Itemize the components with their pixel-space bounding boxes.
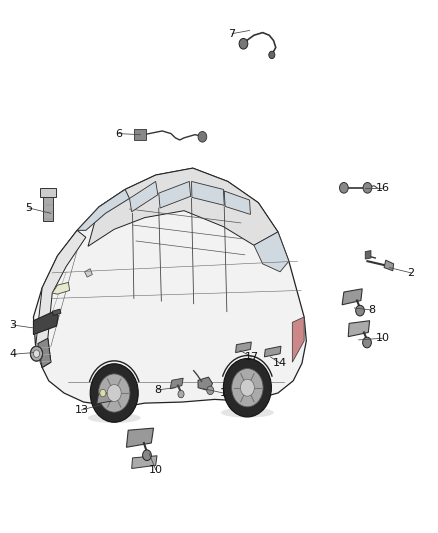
Polygon shape — [127, 428, 153, 447]
Circle shape — [207, 386, 214, 394]
Text: 8: 8 — [154, 385, 162, 395]
Polygon shape — [198, 377, 212, 391]
Text: 4: 4 — [9, 349, 17, 359]
Polygon shape — [85, 269, 92, 277]
Circle shape — [99, 374, 130, 412]
Text: 17: 17 — [245, 352, 259, 362]
Polygon shape — [77, 189, 130, 230]
Text: 6: 6 — [115, 128, 122, 139]
Circle shape — [356, 305, 364, 316]
Polygon shape — [38, 338, 51, 368]
Polygon shape — [35, 230, 86, 368]
Text: 10: 10 — [376, 333, 390, 343]
Polygon shape — [342, 289, 362, 305]
Polygon shape — [33, 168, 306, 406]
Polygon shape — [254, 232, 289, 272]
Circle shape — [363, 337, 371, 348]
Polygon shape — [348, 321, 370, 337]
Text: 14: 14 — [273, 358, 287, 368]
Circle shape — [90, 364, 138, 422]
Polygon shape — [224, 191, 251, 214]
Circle shape — [107, 384, 121, 401]
Circle shape — [198, 132, 207, 142]
Circle shape — [240, 379, 254, 396]
Polygon shape — [53, 309, 61, 316]
Ellipse shape — [88, 413, 141, 423]
Polygon shape — [88, 168, 278, 246]
Polygon shape — [292, 317, 304, 362]
Polygon shape — [236, 342, 251, 353]
Polygon shape — [265, 346, 281, 357]
Text: 5: 5 — [25, 203, 32, 213]
Text: 16: 16 — [376, 183, 390, 193]
Polygon shape — [191, 181, 224, 205]
Text: 1: 1 — [220, 388, 227, 398]
Polygon shape — [132, 456, 157, 469]
Circle shape — [269, 51, 275, 59]
Polygon shape — [170, 378, 183, 389]
Circle shape — [178, 390, 184, 398]
Polygon shape — [33, 312, 58, 335]
Text: 7: 7 — [229, 29, 236, 39]
Circle shape — [363, 182, 372, 193]
Circle shape — [239, 38, 248, 49]
Bar — [134, 130, 146, 140]
Circle shape — [30, 346, 42, 361]
Polygon shape — [159, 181, 191, 208]
Polygon shape — [365, 251, 371, 259]
Circle shape — [100, 389, 106, 397]
Circle shape — [33, 350, 39, 358]
Bar — [43, 195, 53, 221]
Circle shape — [223, 359, 272, 417]
Circle shape — [143, 450, 151, 461]
Text: 10: 10 — [148, 465, 162, 474]
Polygon shape — [97, 392, 117, 403]
Polygon shape — [130, 181, 158, 212]
Text: 2: 2 — [407, 268, 415, 278]
Text: 13: 13 — [74, 405, 88, 415]
Bar — [40, 188, 56, 197]
Polygon shape — [52, 282, 70, 294]
Polygon shape — [384, 260, 394, 271]
Circle shape — [232, 368, 263, 407]
Text: 8: 8 — [368, 305, 375, 315]
Text: 3: 3 — [10, 320, 16, 330]
Circle shape — [339, 182, 348, 193]
Ellipse shape — [221, 407, 274, 418]
